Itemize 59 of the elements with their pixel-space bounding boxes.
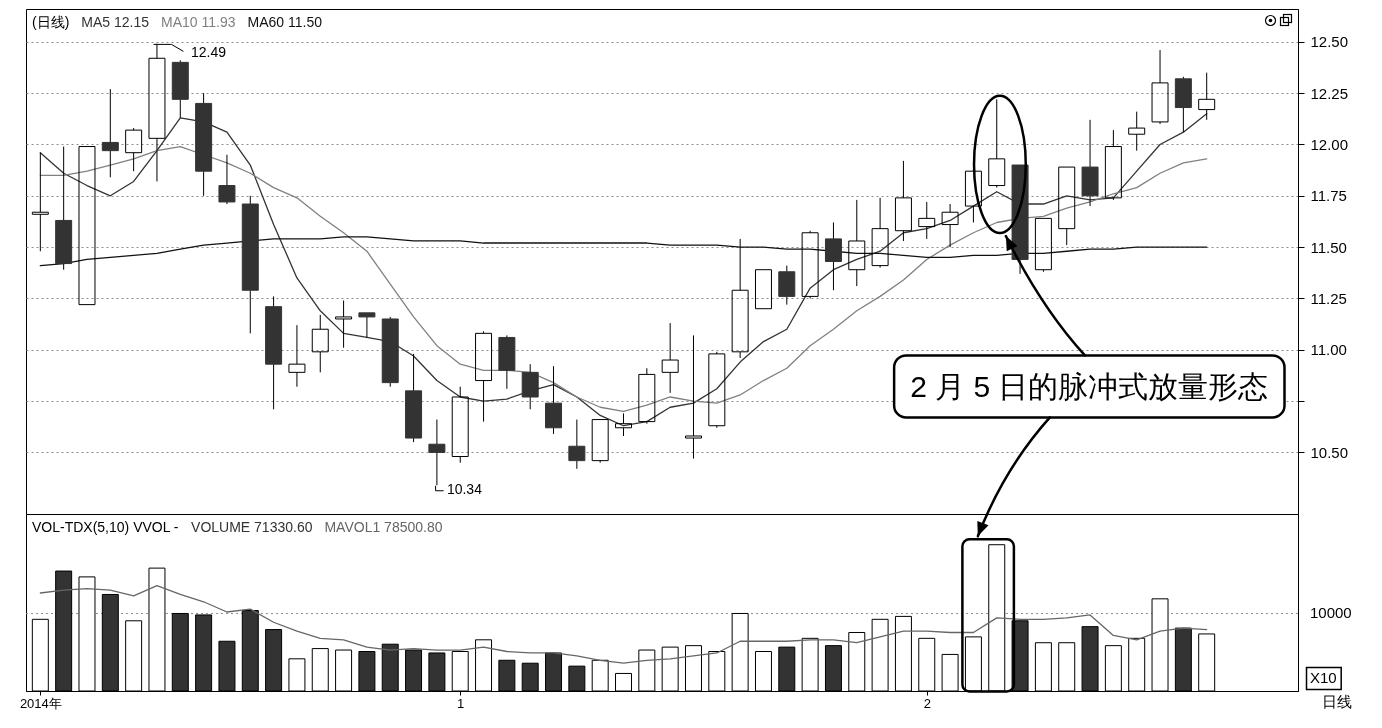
text: X10 bbox=[1310, 669, 1337, 686]
x-tick-label: 2 bbox=[923, 695, 931, 711]
text: MAVOL1 78500.80 bbox=[324, 519, 443, 535]
text: MA5 12.15 bbox=[81, 14, 150, 30]
annotation: 2 月 5 日的脉冲式放量形态 bbox=[910, 369, 1269, 403]
candlestick bbox=[335, 300, 353, 349]
y-tick-label: 11.50 bbox=[1310, 238, 1347, 256]
line-series bbox=[39, 236, 1208, 267]
candlestick bbox=[568, 419, 586, 470]
chart-title: (日线) bbox=[32, 14, 70, 30]
candlestick bbox=[265, 295, 283, 410]
candlestick bbox=[988, 98, 1006, 189]
candlestick bbox=[428, 419, 446, 486]
candlestick bbox=[101, 88, 119, 178]
x-tick-label: 1 bbox=[457, 695, 465, 711]
y-tick-label: 12.50 bbox=[1310, 33, 1349, 51]
y-tick-label: 11.25 bbox=[1310, 289, 1347, 307]
text: MA10 11.93 bbox=[161, 14, 236, 30]
candlestick bbox=[218, 154, 236, 205]
candlestick bbox=[638, 367, 656, 425]
candlestick bbox=[451, 386, 469, 464]
bar bbox=[964, 636, 982, 692]
y-tick-label: 12.25 bbox=[1310, 84, 1349, 102]
candlestick bbox=[521, 363, 539, 410]
candlestick bbox=[941, 203, 959, 248]
text: 10000 bbox=[1310, 604, 1352, 622]
chart-title: VOL-TDX(5,10) VVOL - bbox=[32, 519, 179, 535]
candlestick bbox=[55, 146, 73, 271]
candlestick bbox=[1128, 111, 1146, 152]
bar bbox=[988, 544, 1006, 692]
candlestick bbox=[475, 330, 493, 423]
candlestick bbox=[824, 222, 842, 291]
candlestick bbox=[661, 322, 679, 394]
candlestick bbox=[498, 334, 516, 390]
y-tick-label: 10.50 bbox=[1310, 443, 1349, 461]
candlestick bbox=[1081, 119, 1099, 207]
candlestick bbox=[918, 201, 936, 240]
candlestick bbox=[615, 412, 632, 437]
y-tick-label: 11.75 bbox=[1310, 187, 1347, 205]
candlestick bbox=[311, 314, 329, 373]
candlestick bbox=[871, 197, 889, 269]
text: 12.49 bbox=[190, 43, 227, 60]
candlestick bbox=[685, 334, 702, 460]
candlestick bbox=[894, 160, 912, 242]
candlestick bbox=[288, 324, 306, 388]
candlestick bbox=[731, 238, 749, 359]
text: 10.34 bbox=[446, 481, 482, 498]
candlestick bbox=[31, 152, 49, 252]
candlestick bbox=[848, 199, 866, 287]
candlestick bbox=[1198, 72, 1216, 121]
text: 日线 bbox=[1322, 693, 1352, 710]
x-tick-label: 2014年 bbox=[19, 695, 62, 711]
candlestick bbox=[801, 230, 819, 299]
y-tick-label: 12.00 bbox=[1310, 135, 1349, 153]
candlestick bbox=[1151, 49, 1169, 125]
text: VOLUME 71330.60 bbox=[191, 519, 313, 535]
candlestick bbox=[148, 43, 166, 182]
text: MA60 11.50 bbox=[247, 14, 323, 30]
y-tick-label: 11.00 bbox=[1310, 341, 1347, 359]
